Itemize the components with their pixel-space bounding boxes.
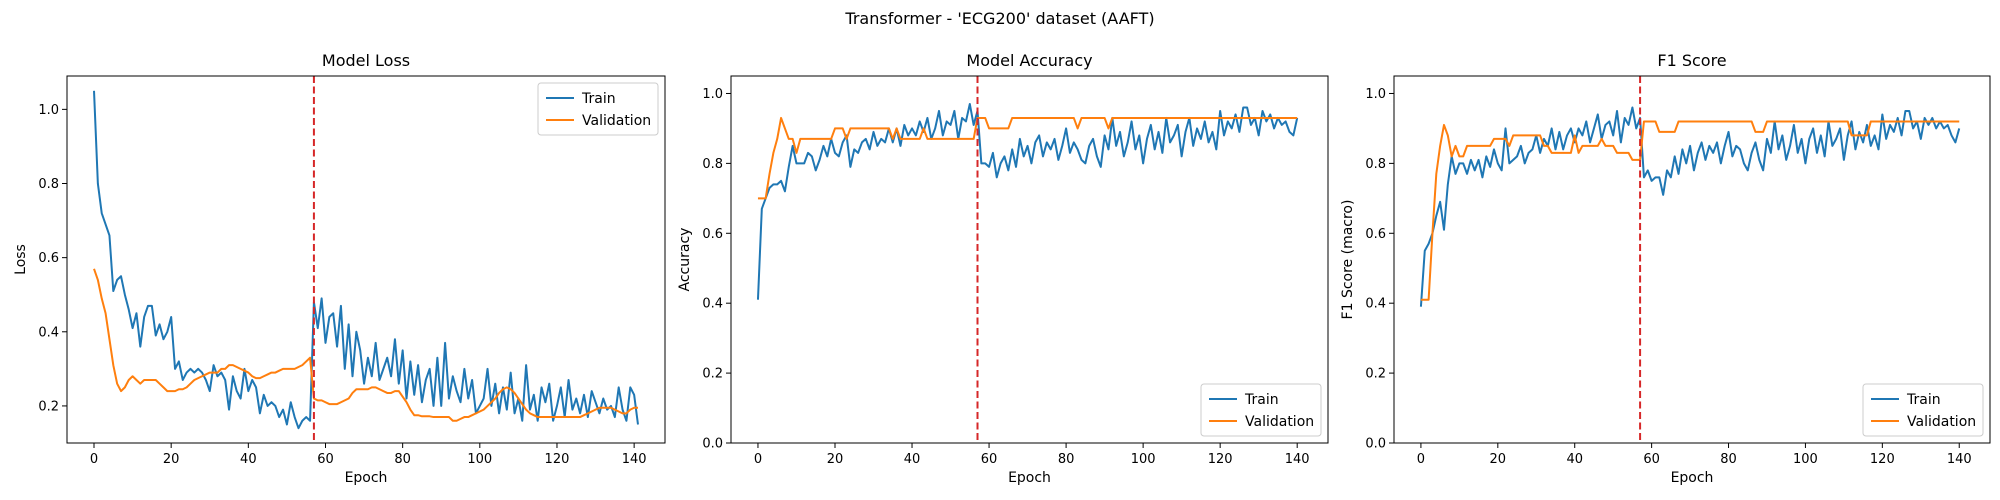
plot-area [1394, 76, 1990, 443]
y-axis-label: Loss [13, 244, 29, 275]
chart-panels: Model Loss 0 20 40 60 80 100 120 140 0.2 0.4 0.6 0.8… [13, 51, 1991, 486]
series-line-train [756, 102, 1299, 300]
y-tick-label: 0.2 [702, 367, 723, 382]
x-tick-label: 20 [827, 452, 844, 467]
chart-panel-1: Model Loss 0 20 40 60 80 100 120 140 0.2 0.4 0.6 0.8… [13, 51, 666, 486]
x-tick-label: 120 [1208, 452, 1233, 467]
figure-title: Transformer - 'ECG200' dataset (AAFT) [844, 9, 1154, 28]
x-tick-label: 0 [754, 452, 762, 467]
legend-label-train: Train [581, 91, 616, 107]
x-tick-label: 100 [1793, 452, 1818, 467]
legend: Train Validation [537, 82, 659, 136]
y-tick-label: 1.0 [38, 103, 59, 118]
y-tick-label: 0.8 [38, 177, 59, 192]
legend-box [1200, 383, 1322, 437]
y-tick-label: 0.6 [38, 251, 59, 266]
x-tick-label: 20 [163, 452, 180, 467]
chart-title: F1 Score [1657, 51, 1726, 70]
x-tick-label: 120 [1870, 452, 1895, 467]
x-tick-label: 140 [1285, 452, 1310, 467]
x-tick-label: 0 [1417, 452, 1425, 467]
y-tick-label: 0.8 [702, 157, 723, 172]
legend: Train Validation [1862, 383, 1984, 437]
series-line-train [93, 90, 639, 430]
x-tick-label: 40 [240, 452, 257, 467]
y-tick-label: 0.8 [1365, 157, 1386, 172]
legend-label-validation: Validation [582, 113, 651, 129]
x-tick-label: 40 [904, 452, 921, 467]
y-tick-label: 0.2 [1365, 367, 1386, 382]
y-tick-label: 0.4 [38, 325, 59, 340]
x-tick-label: 60 [981, 452, 998, 467]
y-tick-label: 1.0 [702, 87, 723, 102]
x-tick-label: 80 [1720, 452, 1737, 467]
plot-frame [1393, 75, 1991, 444]
y-tick-label: 0.6 [702, 227, 723, 242]
x-tick-label: 40 [1566, 452, 1583, 467]
legend-box [1862, 383, 1984, 437]
x-tick-label: 140 [622, 452, 647, 467]
y-tick-label: 0.2 [38, 399, 59, 414]
chart-title: Model Accuracy [966, 51, 1092, 70]
x-axis-label: Epoch [1671, 470, 1714, 486]
y-tick-label: 0.0 [1365, 437, 1386, 452]
y-axis-label: Accuracy [677, 228, 693, 292]
x-tick-label: 0 [90, 452, 98, 467]
series-line-validation [93, 268, 638, 422]
series-line-validation [757, 116, 1298, 200]
y-tick-label: 0.6 [1365, 227, 1386, 242]
legend: Train Validation [1200, 383, 1322, 437]
x-tick-label: 60 [1643, 452, 1660, 467]
plot-area [67, 76, 665, 443]
y-tick-label: 0.4 [1365, 297, 1386, 312]
y-tick-label: 1.0 [1365, 87, 1386, 102]
y-axis-label: F1 Score (macro) [1340, 200, 1356, 320]
legend-box [537, 82, 659, 136]
x-axis-label: Epoch [345, 470, 388, 486]
x-tick-label: 140 [1947, 452, 1972, 467]
x-tick-label: 20 [1490, 452, 1507, 467]
x-axis-label: Epoch [1008, 470, 1051, 486]
series-line-train [1419, 106, 1961, 307]
plot-area [731, 76, 1328, 443]
plot-frame [730, 75, 1329, 444]
chart-panel-2: Model Accuracy 0 20 40 60 80 100 120 140 0.0 0.2 0.… [677, 51, 1329, 486]
legend-label-train: Train [1244, 392, 1279, 408]
y-tick-label: 0.4 [702, 297, 723, 312]
legend-label-train: Train [1906, 392, 1941, 408]
x-tick-label: 100 [467, 452, 492, 467]
chart-title: Model Loss [322, 51, 410, 70]
x-tick-label: 80 [394, 452, 411, 467]
x-tick-label: 60 [317, 452, 334, 467]
y-tick-label: 0.0 [702, 437, 723, 452]
x-tick-label: 80 [1058, 452, 1075, 467]
legend-label-validation: Validation [1245, 414, 1314, 430]
series-line-validation [1420, 120, 1960, 301]
x-tick-label: 100 [1131, 452, 1156, 467]
legend-label-validation: Validation [1907, 414, 1976, 430]
plot-frame [66, 75, 666, 444]
x-tick-label: 120 [545, 452, 570, 467]
chart-panel-3: F1 Score 0 20 40 60 80 100 120 140 0.0 0.2 0.4 0.6 0.… [1340, 51, 1991, 486]
